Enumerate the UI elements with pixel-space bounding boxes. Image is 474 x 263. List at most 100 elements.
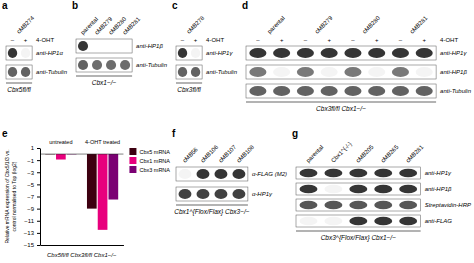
blot-strip xyxy=(296,183,421,195)
underline xyxy=(76,76,132,77)
band xyxy=(416,48,433,58)
blot-panel: danti-HP1γanti-HP1βanti-Tubulin4-OHT–+–+… xyxy=(242,0,472,112)
blot-strip xyxy=(76,58,132,72)
blot-strip xyxy=(296,199,421,211)
band xyxy=(349,169,367,178)
tick: −11 xyxy=(24,218,40,224)
lane-group-label: parental xyxy=(305,144,325,164)
band xyxy=(374,169,392,178)
lane-group-label: cMB281 xyxy=(122,15,142,35)
blot-strip xyxy=(176,187,248,201)
legend-label: Cbx3 mRNA xyxy=(139,167,170,173)
lane-label: – xyxy=(399,37,403,43)
lane-label: – xyxy=(256,37,260,43)
blot-strip xyxy=(246,65,436,79)
lane-group-label: cMB107 xyxy=(217,143,237,163)
band xyxy=(273,48,290,58)
tick-label: −5 xyxy=(27,182,35,188)
lane-group-label: cMB281 xyxy=(405,143,425,163)
group-label: 4-OHT treated xyxy=(85,139,120,145)
band xyxy=(297,48,314,58)
band xyxy=(249,67,266,77)
band xyxy=(92,60,102,70)
lane-header: 4-OHT xyxy=(440,37,458,43)
blot-strip xyxy=(176,65,202,79)
bar xyxy=(56,154,66,159)
lane-label: + xyxy=(375,37,379,43)
panel-title: Cbx1^{Flox/Flax} Cbx3−/− xyxy=(174,208,250,216)
lane-group-label: cMB265 xyxy=(380,143,400,163)
tick-mark xyxy=(37,197,40,198)
band xyxy=(368,86,385,96)
axis-line xyxy=(40,149,41,246)
figure: aanti-HP1αanti-Tubulin4-OHT–+cMB274Cbx5f… xyxy=(0,0,474,263)
lane-group-label: cMB108 xyxy=(235,143,255,163)
lane-header: 4-OHT xyxy=(206,37,224,43)
band xyxy=(299,201,317,210)
blot-strip xyxy=(296,167,421,179)
tick-label: −15 xyxy=(24,242,35,248)
tick-mark xyxy=(37,184,40,185)
blot-panel: canti-HP1γanti-Tubulin4-OHT–+cMB278Cbx3f… xyxy=(172,0,238,93)
blot-panel: fα-FLAG (M2)α-HP1γcMB56cMB106cMB107cMB10… xyxy=(172,128,287,216)
band xyxy=(191,48,200,58)
band xyxy=(106,41,116,51)
band xyxy=(374,185,392,194)
panel-label: c xyxy=(172,0,178,11)
tick-label: −9 xyxy=(27,206,35,212)
blot-strip xyxy=(6,65,32,79)
bar xyxy=(98,154,108,230)
tick-label: −13 xyxy=(24,230,35,236)
panel-title: Cbx3fl/fl xyxy=(177,86,201,93)
tick-mark xyxy=(37,172,40,173)
band xyxy=(249,48,266,58)
axis-line xyxy=(41,245,124,246)
row-label: anti-HP1β xyxy=(440,69,467,75)
band xyxy=(196,189,209,199)
band xyxy=(273,67,290,77)
band xyxy=(21,48,30,58)
band xyxy=(374,217,392,226)
row-label: anti-HP1γ xyxy=(440,50,467,56)
band xyxy=(416,67,433,77)
band xyxy=(106,60,116,70)
lane-label: – xyxy=(351,37,355,43)
x-axis xyxy=(41,245,124,246)
lane-label: – xyxy=(11,37,15,43)
band xyxy=(399,169,417,178)
tick: −5 xyxy=(27,182,40,188)
band xyxy=(344,67,361,77)
band xyxy=(299,185,317,194)
row-label: α-HP1γ xyxy=(252,191,273,197)
panel-label: f xyxy=(172,128,176,139)
bar xyxy=(108,154,118,199)
band xyxy=(178,48,187,58)
band xyxy=(399,185,417,194)
row-label: anti-HP1α xyxy=(36,50,63,56)
tick: −1 xyxy=(27,158,40,164)
row-label: anti-Tubulin xyxy=(206,69,238,75)
row-label: anti-HP1β xyxy=(136,43,163,49)
tick-label: −3 xyxy=(27,170,35,176)
band xyxy=(8,48,17,58)
band xyxy=(416,86,433,96)
lane-group-label: cMB56 xyxy=(181,146,199,164)
band xyxy=(368,48,385,58)
band xyxy=(374,201,392,210)
band xyxy=(299,169,317,178)
band xyxy=(273,86,290,96)
lane-group-label: cMB281 xyxy=(409,14,429,34)
band xyxy=(196,169,209,179)
tick: 1 xyxy=(31,145,40,151)
tick-mark xyxy=(37,160,40,161)
panel-title: Cbx1−/− xyxy=(92,79,117,86)
band xyxy=(299,217,317,226)
tick-label: −7 xyxy=(27,194,35,200)
lane-group-label: parental xyxy=(266,15,286,35)
blot-strip xyxy=(296,215,421,227)
legend-label: Cbx5 mRNA xyxy=(139,149,170,155)
lane-label: + xyxy=(327,37,331,43)
panel-label: g xyxy=(292,128,298,139)
row-label: anti-HP1γ xyxy=(425,170,452,176)
band xyxy=(349,217,367,226)
